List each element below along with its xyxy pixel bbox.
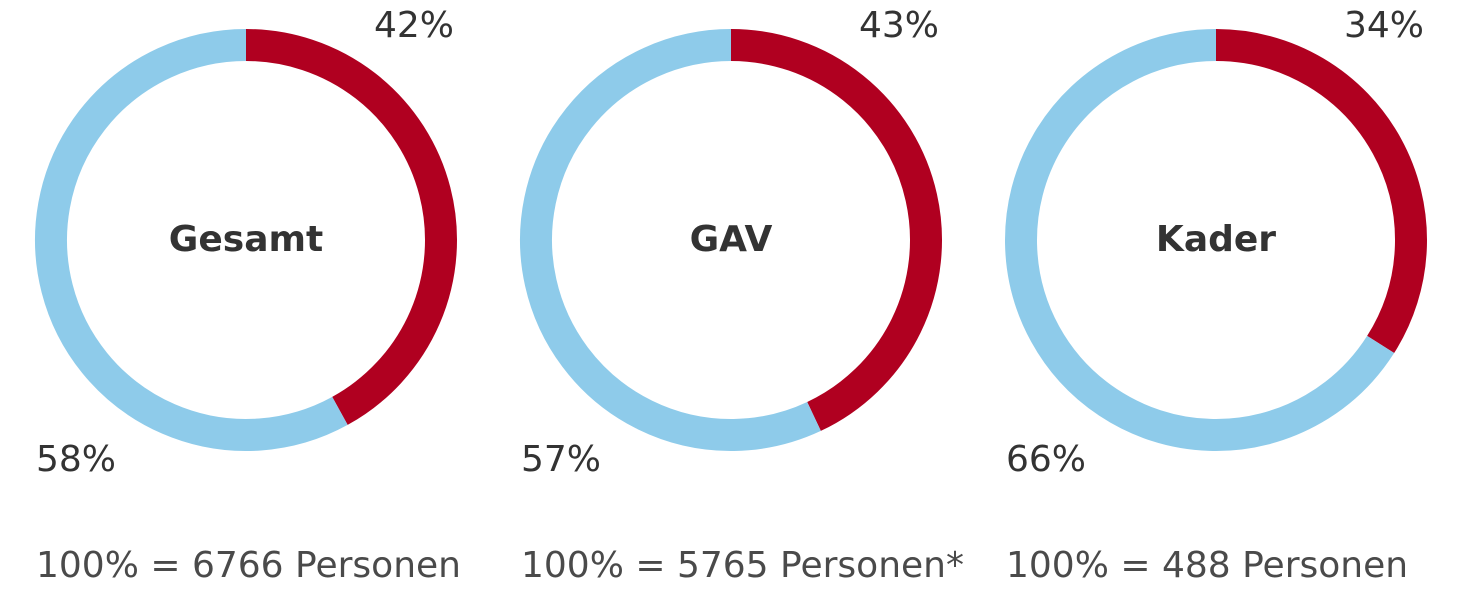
slice-label-red: 34% bbox=[1344, 5, 1425, 46]
slice-label-red: 42% bbox=[374, 5, 455, 46]
donut-slice-blue bbox=[520, 29, 821, 451]
slice-label-blue: 58% bbox=[36, 439, 117, 480]
donut-panel-gav: 43% 57% GAV 100% = 5765 Personen* bbox=[520, 0, 964, 590]
donut-slice-blue bbox=[35, 29, 348, 451]
donut-title: Gesamt bbox=[168, 219, 324, 260]
donut-panel-kader: 34% 66% Kader 100% = 488 Personen bbox=[1005, 0, 1446, 590]
donut-slice-red bbox=[730, 29, 942, 431]
donut-chart-gesamt bbox=[35, 29, 457, 451]
slice-label-blue: 66% bbox=[1006, 439, 1087, 480]
donut-title: GAV bbox=[689, 219, 773, 260]
donut-slice-red bbox=[245, 29, 457, 425]
slice-label-red: 43% bbox=[859, 5, 940, 46]
donut-title: Kader bbox=[1155, 219, 1277, 260]
donut-chart-kader bbox=[1005, 29, 1427, 451]
donut-chart-gav bbox=[520, 29, 942, 451]
donut-panel-gesamt: 42% 58% Gesamt 100% = 6766 Personen bbox=[35, 0, 476, 590]
donut-footnote: 100% = 5765 Personen* bbox=[521, 545, 964, 586]
donut-slice-red bbox=[1215, 29, 1427, 354]
donut-footnote: 100% = 6766 Personen bbox=[36, 545, 461, 586]
donut-slice-blue bbox=[1005, 29, 1395, 451]
slice-label-blue: 57% bbox=[521, 439, 602, 480]
donut-footnote: 100% = 488 Personen bbox=[1006, 545, 1409, 586]
